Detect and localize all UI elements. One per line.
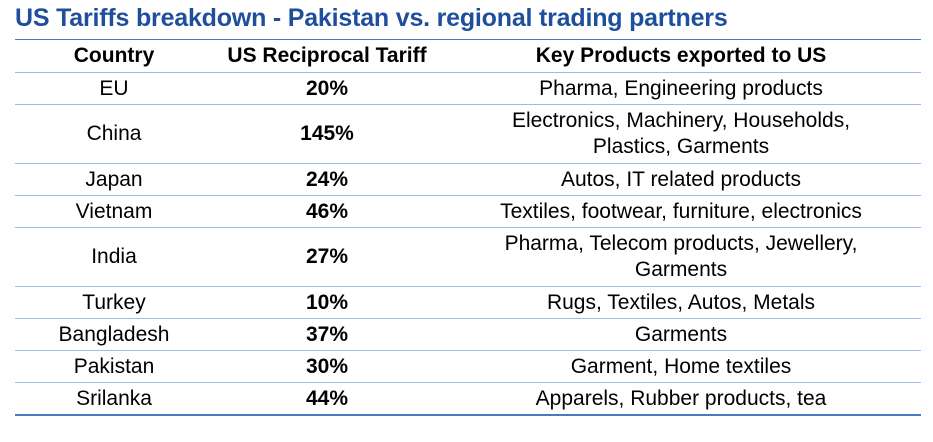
table-header-row: Country US Reciprocal Tariff Key Product…: [15, 40, 921, 73]
products-cell: Pharma, Telecom products, Jewellery, Gar…: [441, 231, 921, 283]
tariff-cell: 145%: [300, 122, 354, 145]
products-line: Plastics, Garments: [592, 135, 770, 158]
products-cell: Pharma, Engineering products: [441, 76, 921, 102]
products-line: Textiles, footwear, furniture, electroni…: [500, 199, 862, 223]
page-title: US Tariffs breakdown - Pakistan vs. regi…: [15, 4, 728, 32]
products-line: Garment, Home textiles: [570, 354, 792, 378]
products-cell: Garment, Home textiles: [441, 354, 921, 380]
tariff-cell: 24%: [305, 167, 349, 191]
tariff-cell: 20%: [305, 76, 349, 100]
country-cell: Vietnam: [75, 199, 153, 223]
products-cell: Apparels, Rubber products, tea: [441, 386, 921, 412]
table-row: Vietnam 46% Textiles, footwear, furnitur…: [15, 196, 921, 228]
products-line: Pharma, Telecom products, Jewellery,: [504, 232, 858, 255]
country-cell: Srilanka: [76, 386, 152, 410]
header-country: Country: [73, 44, 155, 67]
tariff-cell: 37%: [305, 322, 349, 346]
table-row: Srilanka 44% Apparels, Rubber products, …: [15, 383, 921, 414]
header-products: Key Products exported to US: [535, 44, 827, 67]
tariff-cell: 30%: [305, 354, 349, 378]
country-cell: Turkey: [82, 290, 146, 314]
products-line: Electronics, Machinery, Households,: [511, 109, 851, 132]
table-row: India 27% Pharma, Telecom products, Jewe…: [15, 228, 921, 287]
table-row: Turkey 10% Rugs, Textiles, Autos, Metals: [15, 287, 921, 319]
products-line: Garments: [634, 322, 728, 346]
header-tariff: US Reciprocal Tariff: [227, 44, 427, 67]
products-line: Garments: [634, 258, 728, 281]
products-cell: Garments: [441, 322, 921, 348]
table-row: Bangladesh 37% Garments: [15, 319, 921, 351]
table-row: Japan 24% Autos, IT related products: [15, 164, 921, 196]
tariff-cell: 44%: [305, 386, 349, 410]
products-cell: Autos, IT related products: [441, 167, 921, 193]
products-line: Pharma, Engineering products: [539, 76, 823, 100]
products-line: Apparels, Rubber products, tea: [535, 386, 827, 410]
products-line: Autos, IT related products: [560, 167, 802, 191]
products-cell: Electronics, Machinery, Households, Plas…: [441, 108, 921, 160]
country-cell: Japan: [85, 167, 143, 191]
table-row: EU 20% Pharma, Engineering products: [15, 73, 921, 105]
country-cell: Bangladesh: [58, 322, 170, 346]
country-cell: India: [91, 245, 137, 268]
tariff-cell: 10%: [305, 290, 349, 314]
country-cell: Pakistan: [73, 354, 155, 378]
country-cell: EU: [99, 76, 129, 100]
country-cell: China: [86, 122, 142, 145]
products-cell: Rugs, Textiles, Autos, Metals: [441, 290, 921, 316]
tariff-cell: 46%: [305, 199, 349, 223]
products-cell: Textiles, footwear, furniture, electroni…: [441, 199, 921, 225]
table-row: China 145% Electronics, Machinery, House…: [15, 105, 921, 164]
products-line: Rugs, Textiles, Autos, Metals: [546, 290, 816, 314]
tariff-cell: 27%: [305, 245, 349, 268]
table-row: Pakistan 30% Garment, Home textiles: [15, 351, 921, 383]
tariff-table: Country US Reciprocal Tariff Key Product…: [15, 39, 921, 416]
